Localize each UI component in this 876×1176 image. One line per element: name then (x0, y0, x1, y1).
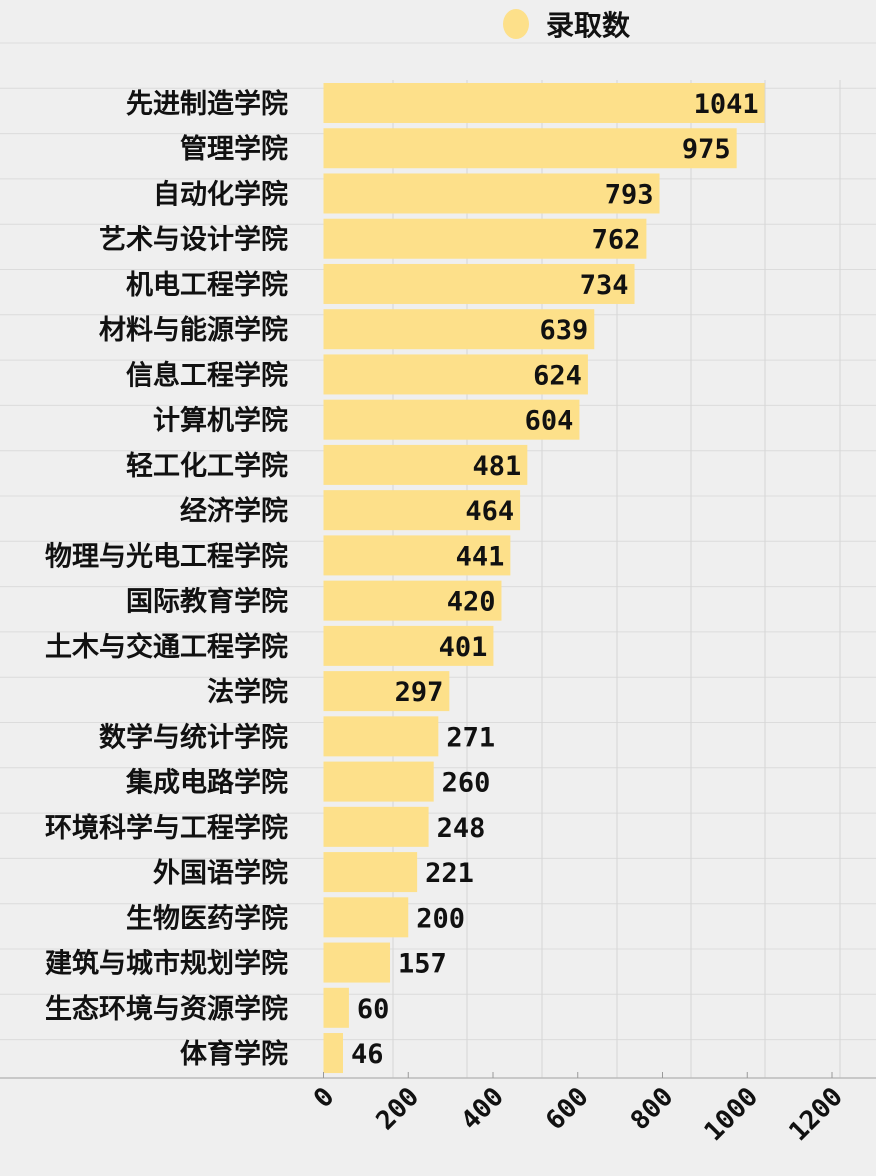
data-label: 762 (592, 225, 641, 256)
bar-row: 信息工程学院 624 (126, 354, 588, 395)
bar (323, 625, 494, 666)
bar (323, 987, 349, 1028)
category-label: 土木与交通工程学院 (45, 631, 288, 663)
category-label: 计算机学院 (153, 405, 288, 437)
x-tick-label: 600 (540, 1082, 594, 1136)
category-label: 生态环境与资源学院 (45, 993, 288, 1025)
bar-row: 法学院 297 (207, 671, 450, 712)
data-label: 200 (416, 903, 465, 934)
bar-row: 先进制造学院 1041 (126, 83, 765, 123)
bar (323, 83, 765, 123)
bar-row: 经济学院 464 (180, 490, 521, 531)
category-label: 体育学院 (180, 1038, 288, 1070)
bar (323, 852, 418, 893)
bar (323, 444, 528, 485)
data-label: 464 (465, 496, 514, 527)
bar-row: 建筑与城市规划学院 157 (45, 942, 447, 983)
bar-row: 生态环境与资源学院 60 (45, 987, 390, 1028)
x-tick-label: 1200 (783, 1082, 848, 1147)
category-label: 机电工程学院 (126, 269, 288, 301)
category-label: 生物医药学院 (126, 902, 288, 934)
bar-row: 外国语学院 221 (153, 852, 474, 893)
bar (323, 761, 434, 802)
bar (323, 942, 391, 983)
bar-row: 机电工程学院 734 (126, 263, 635, 304)
category-label: 轻工化工学院 (126, 450, 288, 482)
bar (323, 580, 502, 621)
x-tick-label: 400 (456, 1082, 510, 1136)
x-tick-label: 200 (371, 1082, 425, 1136)
category-label: 先进制造学院 (126, 88, 288, 120)
bar-row: 集成电路学院 260 (125, 761, 491, 802)
bar-row: 计算机学院 604 (153, 399, 580, 440)
data-label: 260 (442, 768, 491, 799)
bar (323, 128, 737, 169)
data-label: 1041 (694, 89, 759, 120)
data-label: 60 (357, 994, 390, 1025)
bar (323, 309, 595, 350)
data-label: 793 (605, 179, 654, 210)
data-label: 639 (539, 315, 588, 346)
data-label: 441 (456, 541, 505, 572)
bar-row: 物理与光电工程学院 441 (45, 535, 511, 576)
data-label: 401 (439, 632, 488, 663)
category-label: 自动化学院 (153, 178, 288, 210)
bar (323, 806, 429, 847)
x-tick-label: 0 (308, 1082, 340, 1114)
category-label: 法学院 (207, 676, 288, 708)
legend-swatch (503, 9, 529, 39)
category-label: 国际教育学院 (126, 586, 288, 618)
bar-row: 自动化学院 793 (153, 173, 660, 214)
x-tick-label: 1000 (699, 1082, 764, 1147)
bar (323, 173, 660, 214)
bar-row: 数学与统计学院 271 (99, 716, 495, 757)
legend-label: 录取数 (546, 9, 631, 42)
bar-row: 生物医药学院 200 (126, 897, 465, 938)
category-label: 集成电路学院 (125, 767, 288, 799)
data-label: 420 (447, 587, 496, 618)
category-label: 艺术与设计学院 (99, 224, 288, 256)
category-label: 信息工程学院 (126, 359, 288, 391)
bar-row: 材料与能源学院 639 (99, 309, 595, 350)
data-label: 46 (351, 1039, 384, 1070)
category-label: 环境科学与工程学院 (45, 812, 288, 844)
bar (323, 716, 439, 757)
bar (323, 1033, 343, 1074)
category-label: 建筑与城市规划学院 (45, 948, 288, 980)
bar (323, 218, 647, 259)
bar-row: 土木与交通工程学院 401 (45, 625, 494, 666)
bar (323, 354, 588, 395)
data-label: 975 (682, 134, 731, 165)
bar (323, 671, 450, 712)
legend: 录取数 (503, 9, 631, 42)
category-label: 材料与能源学院 (99, 314, 288, 346)
data-label: 271 (446, 722, 495, 753)
category-label: 经济学院 (180, 495, 288, 527)
category-label: 管理学院 (180, 133, 288, 165)
bar-row: 体育学院 46 (180, 1033, 384, 1074)
bar-row: 国际教育学院 420 (126, 580, 502, 621)
data-label: 297 (395, 677, 444, 708)
bar-row: 轻工化工学院 481 (126, 444, 528, 485)
category-label: 外国语学院 (153, 857, 288, 889)
data-label: 624 (533, 360, 582, 391)
x-tick-label: 800 (625, 1082, 679, 1136)
data-label: 734 (580, 270, 629, 301)
bar-row: 艺术与设计学院 762 (99, 218, 647, 259)
bar (323, 399, 580, 440)
data-label: 157 (398, 949, 447, 980)
category-label: 数学与统计学院 (99, 721, 288, 753)
bar (323, 263, 635, 304)
bar (323, 535, 511, 576)
data-label: 248 (437, 813, 486, 844)
bar (323, 490, 521, 531)
data-label: 221 (425, 858, 474, 889)
bar (323, 897, 409, 938)
bar-row: 环境科学与工程学院 248 (45, 806, 486, 847)
category-label: 物理与光电工程学院 (45, 540, 288, 572)
data-label: 604 (525, 406, 574, 437)
bar-row: 管理学院 975 (180, 128, 737, 169)
data-label: 481 (473, 451, 522, 482)
